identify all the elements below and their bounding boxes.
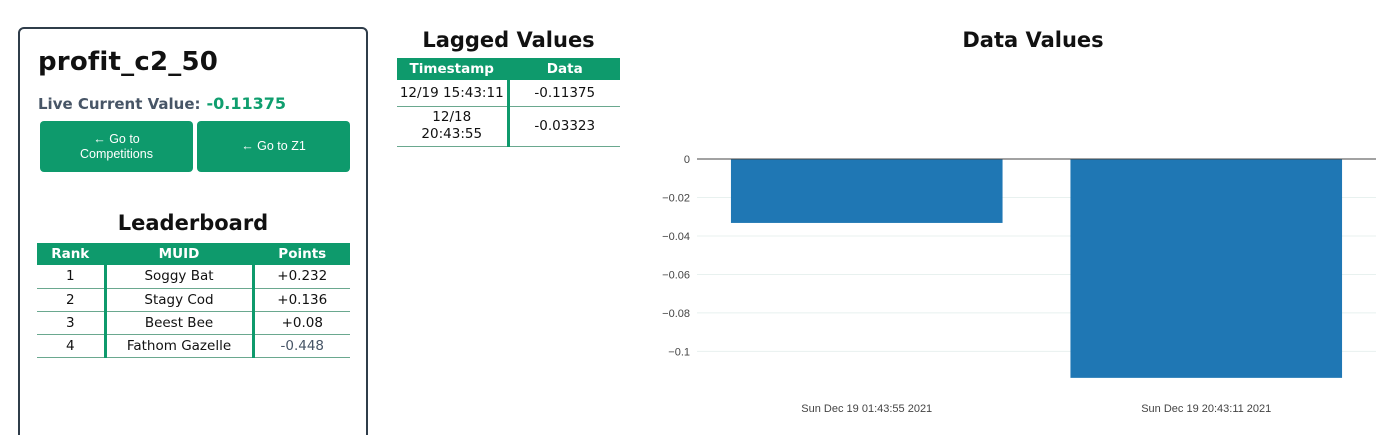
points-cell: -0.448 [253,334,350,358]
table-row: 12/18 20:43:55 -0.03323 [397,106,620,147]
data-cell: -0.11375 [508,80,620,107]
timestamp-cell: 12/18 20:43:55 [397,106,510,147]
lagged-header-row: Timestamp Data [397,58,620,80]
lagged-values-title: Lagged Values [422,28,595,52]
leaderboard-table: Rank MUID Points 1 Soggy Bat +0.232 2 St… [37,243,350,358]
bar [1070,159,1343,378]
points-cell: +0.08 [253,311,350,335]
table-row: 2 Stagy Cod +0.136 [37,288,350,312]
live-current-value: Live Current Value: -0.11375 [38,94,286,113]
y-tick-label: −0.1 [668,346,690,358]
table-row: 1 Soggy Bat +0.232 [37,265,350,289]
bar [730,159,1003,223]
y-tick-label: −0.08 [662,308,690,320]
table-row: 4 Fathom Gazelle -0.448 [37,334,350,358]
table-row: 12/19 15:43:11 -0.11375 [397,80,620,107]
header-timestamp: Timestamp [397,58,510,80]
table-row: 3 Beest Bee +0.08 [37,311,350,335]
x-tick-label: Sun Dec 19 01:43:55 2021 [801,403,932,415]
rank-cell: 4 [37,334,107,358]
points-cell: +0.232 [253,265,350,289]
data-cell: -0.03323 [508,106,620,147]
chart-title: Data Values [962,28,1104,52]
y-tick-label: −0.02 [662,192,690,204]
metric-card: profit_c2_50 Live Current Value: -0.11375… [18,27,368,435]
lagged-values-table: Timestamp Data 12/19 15:43:11 -0.11375 1… [397,58,620,147]
y-tick-label: −0.04 [662,231,690,243]
muid-cell: Soggy Bat [105,265,255,289]
leaderboard-title: Leaderboard [117,211,269,235]
x-tick-label: Sun Dec 19 20:43:11 2021 [1141,403,1271,415]
muid-cell: Stagy Cod [105,288,255,312]
timestamp-cell: 12/19 15:43:11 [397,80,510,107]
page-title: profit_c2_50 [38,47,219,77]
points-cell: +0.136 [253,288,350,312]
live-value-label: Live Current Value: [38,95,201,113]
rank-cell: 2 [37,288,107,312]
live-value: -0.11375 [206,94,287,113]
header-points: Points [253,243,350,265]
muid-cell: Fathom Gazelle [105,334,255,358]
go-to-z1-button[interactable]: ← Go to Z1 [197,121,350,172]
header-data: Data [508,58,620,80]
muid-cell: Beest Bee [105,311,255,335]
leaderboard-header-row: Rank MUID Points [37,243,350,265]
y-tick-label: −0.06 [662,269,690,281]
go-to-competitions-button[interactable]: ← Go to Competitions [40,121,193,172]
y-tick-label: 0 [684,154,690,166]
header-muid: MUID [105,243,255,265]
header-rank: Rank [37,243,107,265]
rank-cell: 1 [37,265,107,289]
rank-cell: 3 [37,311,107,335]
